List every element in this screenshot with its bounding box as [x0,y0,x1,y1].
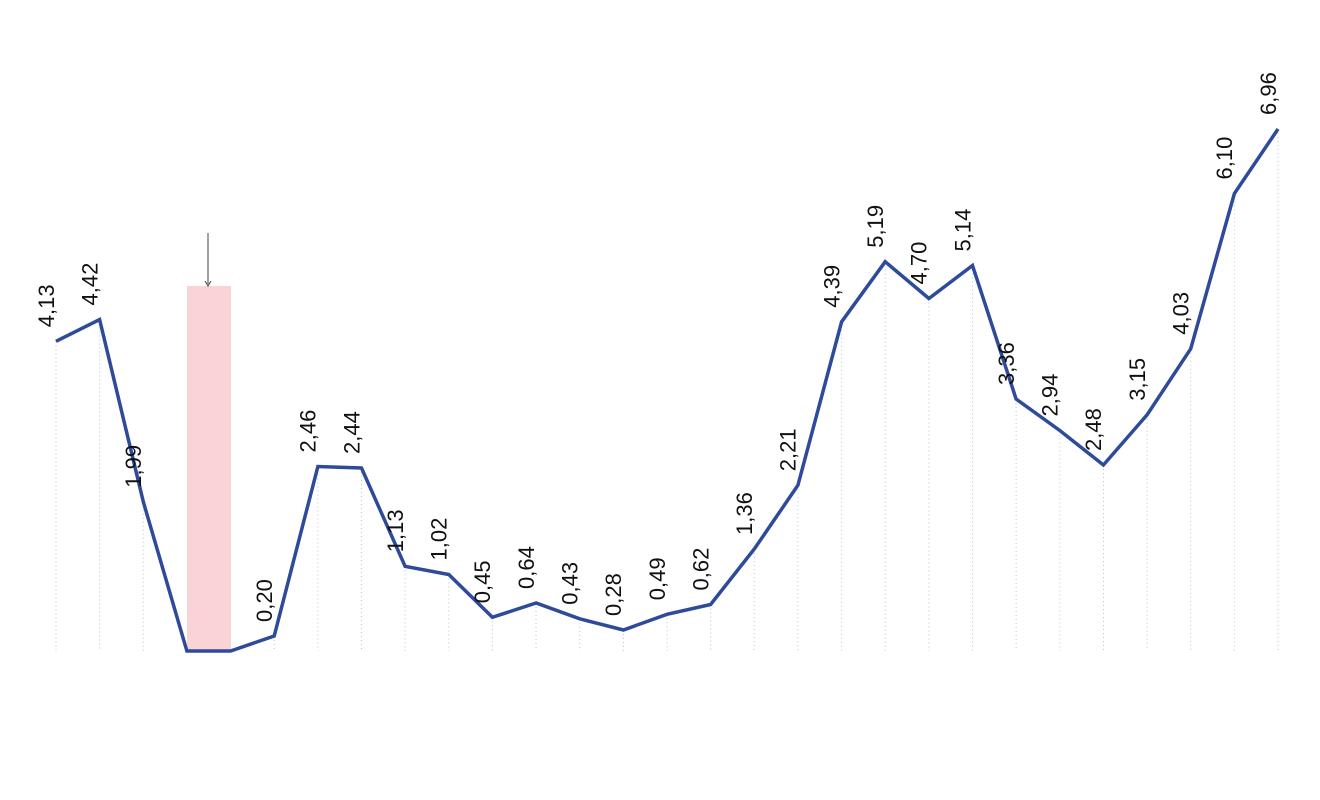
data-label: 6,96 [1256,72,1281,115]
data-label: 0,43 [558,562,583,605]
data-label: 1,13 [383,509,408,552]
data-label: 2,21 [776,428,801,471]
data-label: 1,99 [121,445,146,488]
data-label: 0,62 [688,548,713,591]
data-label: 4,39 [819,265,844,308]
highlight-band [187,286,231,651]
data-line [55,128,1280,653]
data-label: 2,48 [1081,408,1106,451]
data-label: 3,15 [1125,358,1150,401]
data-label: 1,02 [427,518,452,561]
data-label: 0,49 [645,557,670,600]
data-label: 0,28 [601,573,626,616]
data-label: 4,42 [77,263,102,306]
data-label: 3,36 [994,342,1019,385]
data-label: 2,46 [296,410,321,453]
data-label: 4,70 [907,242,932,285]
data-label: 5,14 [950,209,975,252]
data-label: 4,13 [34,284,59,327]
data-label: 2,44 [339,411,364,454]
data-label: 0,64 [514,546,539,589]
data-label: 2,94 [1038,374,1063,417]
highlight-arrow-head [204,280,212,287]
data-label: 0,20 [252,579,277,622]
data-label: 5,19 [863,205,888,248]
data-label: 0,45 [470,560,495,603]
data-label: 4,03 [1169,292,1194,335]
data-label: 1,36 [732,492,757,535]
data-label: 6,10 [1212,137,1237,180]
